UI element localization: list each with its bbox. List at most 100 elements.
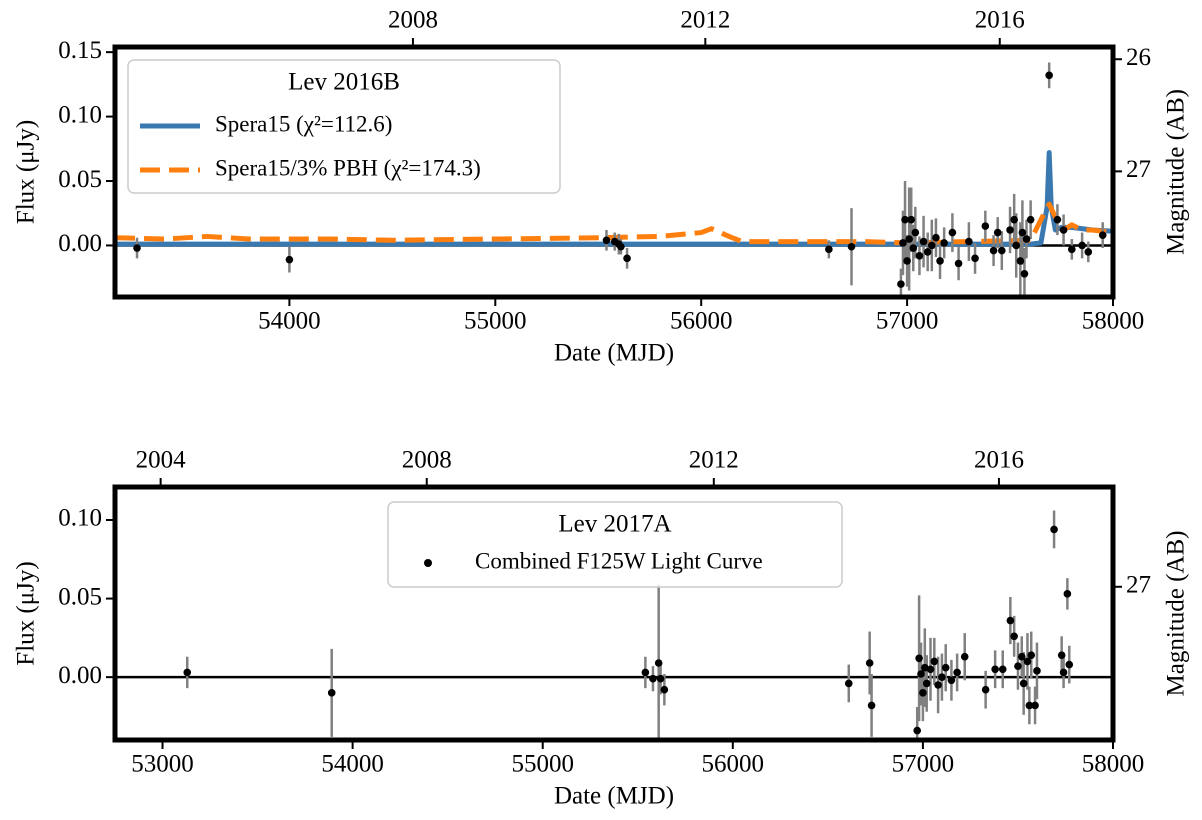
data-point <box>913 726 922 735</box>
x-tick-label: 55000 <box>464 308 527 335</box>
data-point <box>1057 651 1066 659</box>
data-point <box>641 668 650 677</box>
data-point <box>947 676 956 685</box>
y-tick-label: 0.10 <box>58 505 102 532</box>
data-point <box>1063 590 1072 598</box>
data-point <box>1022 235 1031 243</box>
legend-label: Spera15/3% PBH (χ²=174.3) <box>215 155 481 180</box>
y-axis-label: Flux (μJy) <box>13 120 40 224</box>
data-point <box>1068 245 1076 254</box>
y2-tick-label: 27 <box>1126 572 1151 599</box>
data-point <box>1045 71 1053 80</box>
data-point <box>1023 657 1032 666</box>
data-point <box>1065 660 1074 669</box>
data-point <box>1017 652 1026 661</box>
data-point <box>940 239 948 247</box>
y-tick-label: 0.05 <box>58 583 102 610</box>
data-point <box>133 244 141 252</box>
data-point <box>1010 632 1018 641</box>
data-point <box>941 663 950 672</box>
x2-tick-label: 2008 <box>388 7 438 34</box>
data-point <box>948 228 957 237</box>
data-point <box>899 239 907 247</box>
data-point <box>960 652 969 661</box>
data-point <box>909 244 918 252</box>
y2-axis-label: Magnitude (AB) <box>1163 89 1190 255</box>
axes-frame <box>112 484 1116 743</box>
data-point <box>183 668 192 677</box>
data-point <box>930 657 939 666</box>
x-tick-label: 56000 <box>670 308 733 335</box>
x2-tick-label: 2016 <box>974 447 1024 474</box>
data-point <box>917 670 925 678</box>
data-point <box>901 215 909 224</box>
axes-frame <box>112 44 1116 300</box>
x-tick-label: 54000 <box>258 308 321 335</box>
legend-marker <box>424 559 432 567</box>
x-tick-label: 57000 <box>876 308 939 335</box>
data-point <box>936 257 944 265</box>
panel: 54000 55000 56000 57000 58000 2008 2012 2016 0.0… <box>13 7 1190 367</box>
data-point <box>993 228 1002 237</box>
data-point <box>1020 270 1029 278</box>
legend-box <box>387 501 843 588</box>
legend-title: Lev 2017A <box>558 511 671 538</box>
data-point <box>919 237 928 246</box>
data-point <box>867 701 876 710</box>
data-point <box>844 679 853 688</box>
y-tick-label: 0.05 <box>58 166 102 193</box>
data-point <box>965 237 973 246</box>
x2-tick-label: 2008 <box>402 447 452 474</box>
data-point <box>998 665 1007 674</box>
x-axis-label: Date (MJD) <box>554 783 674 810</box>
data-point <box>903 257 911 265</box>
data-point <box>934 681 942 689</box>
data-point <box>953 668 961 677</box>
data-point <box>989 246 998 255</box>
x2-tick-label: 2012 <box>680 7 730 34</box>
data-point <box>1031 701 1039 710</box>
legend-title: Lev 2016B <box>288 69 400 96</box>
plot-area <box>115 510 1113 740</box>
data-point <box>981 685 990 694</box>
data-point <box>654 659 663 667</box>
data-point <box>915 251 924 260</box>
x-tick-label: 58000 <box>1082 308 1145 335</box>
x-tick-label: 54000 <box>321 751 384 778</box>
y-tick-label: 0.10 <box>58 101 102 128</box>
data-point <box>928 241 936 250</box>
data-point <box>998 246 1006 255</box>
data-point <box>991 665 999 674</box>
data-point <box>905 235 913 243</box>
data-point <box>285 255 294 264</box>
data-point <box>327 689 336 697</box>
data-point <box>623 254 631 263</box>
data-point <box>1012 241 1021 250</box>
data-point <box>617 242 625 251</box>
y2-axis-label: Magnitude (AB) <box>1163 531 1190 697</box>
data-point <box>1019 679 1028 688</box>
x-tick-label: 53000 <box>131 751 194 778</box>
x-tick-label: 55000 <box>511 751 574 778</box>
x2-tick-label: 2016 <box>975 7 1025 34</box>
data-point <box>938 673 946 681</box>
y-tick-label: 0.00 <box>58 230 102 257</box>
data-point <box>1025 701 1034 710</box>
data-point <box>981 222 990 230</box>
data-point <box>865 659 874 667</box>
legend-box <box>127 59 561 194</box>
data-point <box>921 663 929 672</box>
data-point <box>971 254 979 263</box>
data-point <box>907 215 916 224</box>
data-point <box>926 665 935 674</box>
x-tick-label: 58000 <box>1082 751 1145 778</box>
panel: 53000 54000 55000 56000 57000 58000 2004 2008 20… <box>13 447 1190 810</box>
data-point <box>911 228 920 237</box>
x-tick-label: 57000 <box>892 751 955 778</box>
data-point <box>656 674 665 683</box>
x2-tick-label: 2012 <box>689 447 739 474</box>
data-point <box>1006 616 1015 625</box>
data-point <box>954 259 963 268</box>
legend-label: Spera15 (χ²=112.6) <box>215 111 392 136</box>
